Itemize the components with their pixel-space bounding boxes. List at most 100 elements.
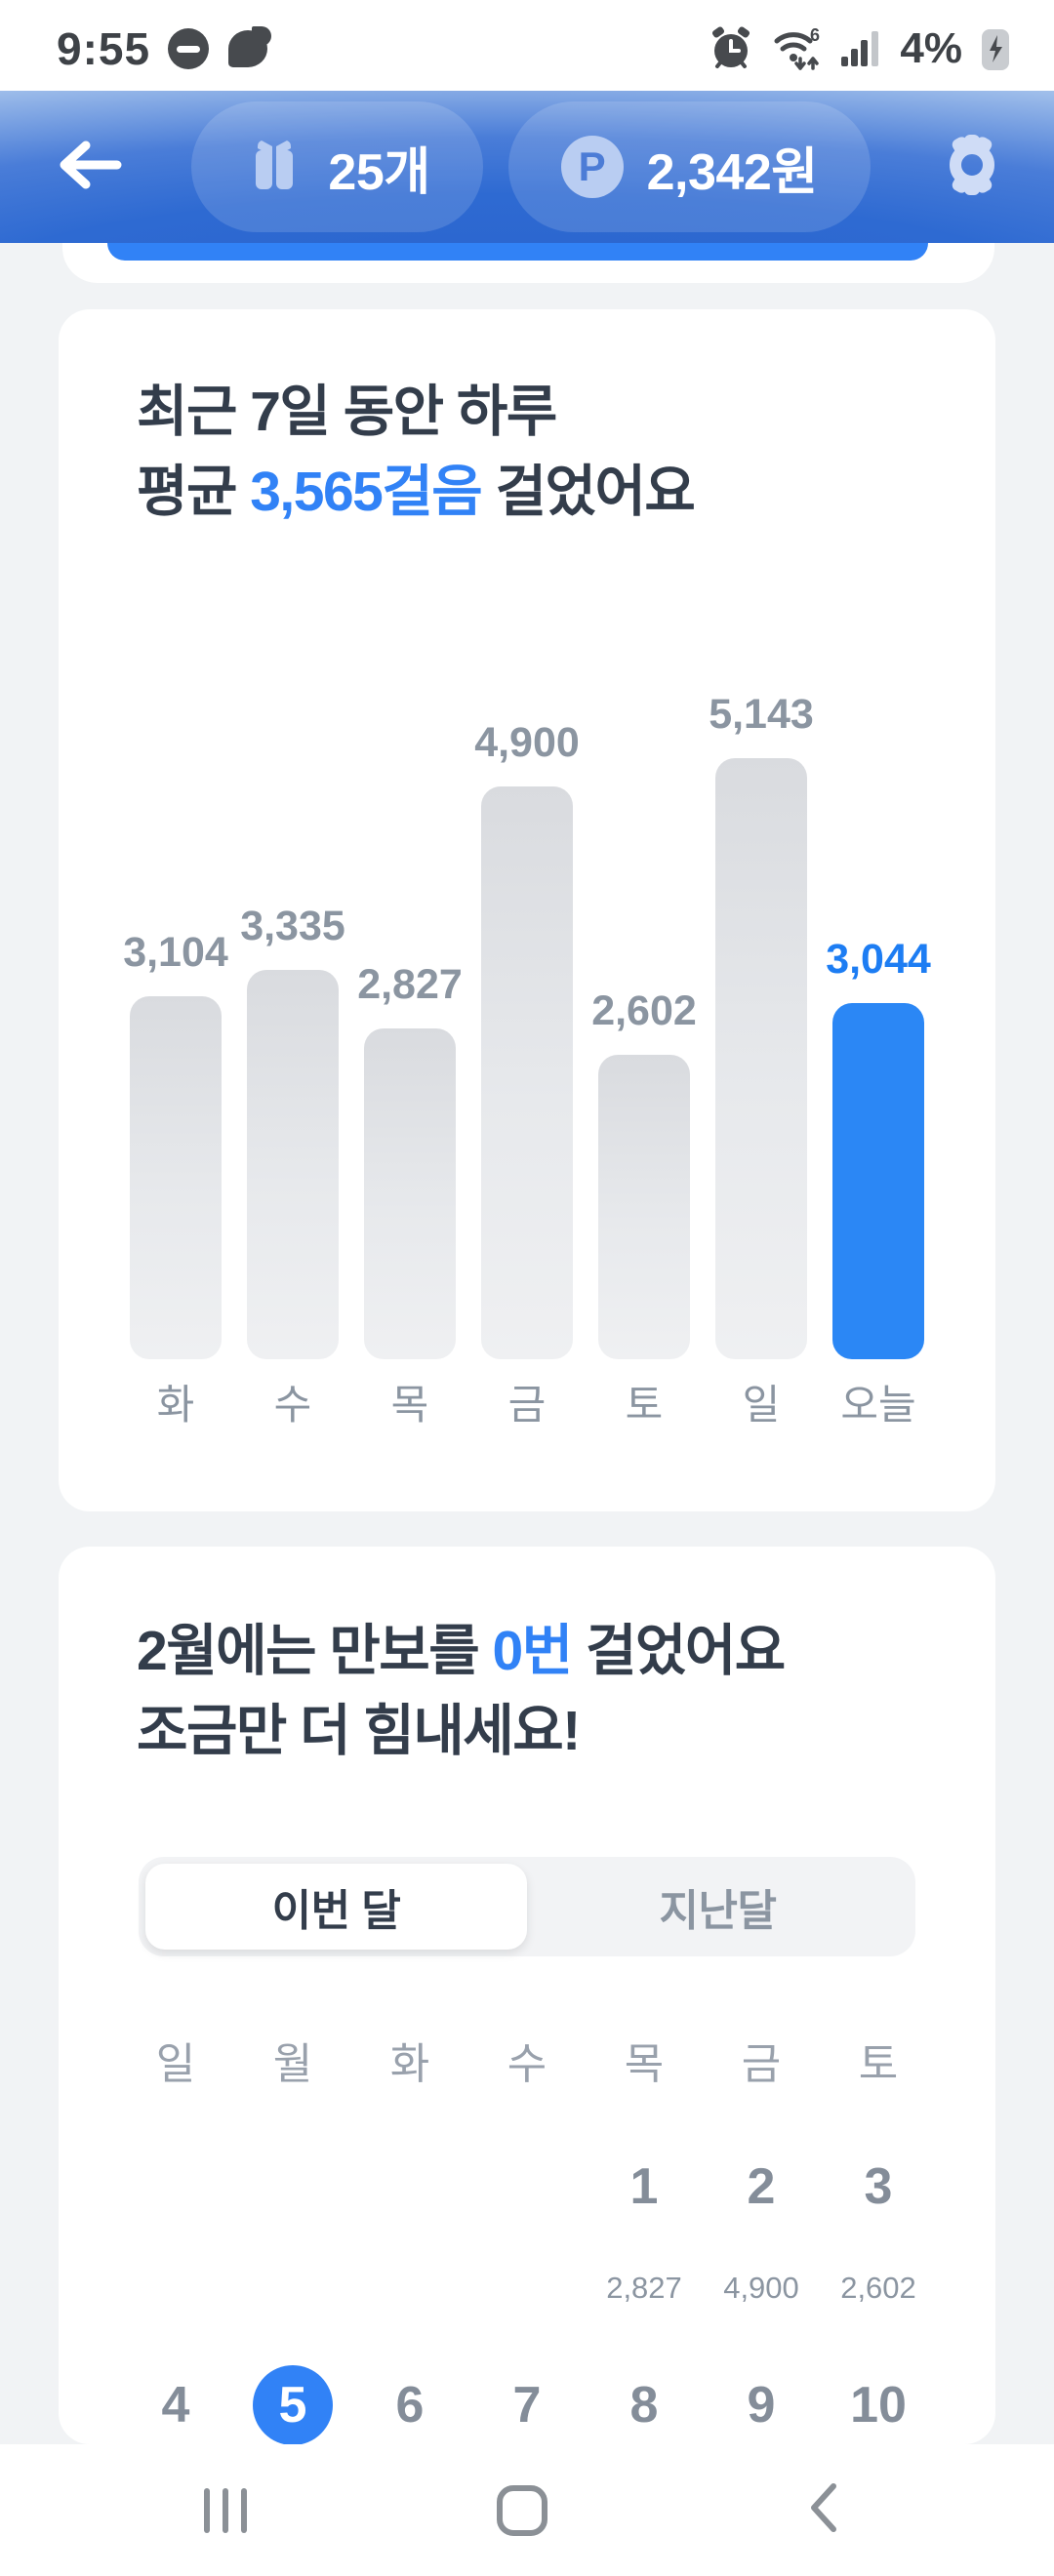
weekday-label: 월 bbox=[272, 2040, 313, 2088]
chart-day-label: 토 bbox=[625, 1382, 664, 1428]
weekly-bar-chart: 3,104 3,335 2,827 4,900 2,602 5,143 3,044 bbox=[117, 674, 937, 1359]
chart-column: 2,602 bbox=[586, 674, 703, 1359]
bar-value-label: 3,044 bbox=[826, 936, 931, 983]
calendar-steps-value bbox=[468, 2265, 586, 2312]
previous-card-bottom bbox=[62, 241, 994, 283]
bar bbox=[598, 1055, 690, 1359]
points-label: 2,342원 bbox=[646, 143, 818, 201]
chart-column: 3,044 bbox=[820, 674, 937, 1359]
chart-column: 4,900 bbox=[468, 674, 586, 1359]
weekday-label: 금 bbox=[741, 2040, 782, 2088]
calendar-date-cell bbox=[468, 2148, 586, 2226]
svg-text:6: 6 bbox=[810, 25, 820, 45]
bar-value-label: 3,335 bbox=[240, 903, 345, 949]
calendar-date-row: 4 5 6 7 8 9 10 bbox=[117, 2365, 937, 2444]
calendar-date-cell[interactable]: 1 bbox=[629, 2158, 659, 2215]
chart-day-label: 목 bbox=[390, 1382, 429, 1428]
bar-value-label: 5,143 bbox=[709, 691, 814, 738]
status-bar-left: 9:55 bbox=[57, 22, 272, 75]
home-icon bbox=[497, 2484, 547, 2536]
status-bar: 9:55 6 bbox=[0, 0, 1054, 91]
calendar-date-cell[interactable]: 9 bbox=[747, 2377, 776, 2434]
signal-icon bbox=[839, 27, 882, 70]
monthly-title-line2: 조금만 더 힘내세요! bbox=[137, 1700, 581, 1762]
calendar-steps-value bbox=[234, 2265, 351, 2312]
bottom-nav-bar bbox=[0, 2444, 1054, 2576]
bar-value-label: 3,104 bbox=[123, 929, 228, 976]
gift-count-pill[interactable]: 25개 bbox=[191, 101, 483, 232]
calendar-body: 1 2 3 2,827 4,900 2,602 4 5 6 7 8 9 10 bbox=[117, 2148, 937, 2444]
monthly-title-line1: 2월에는 만보를 0번 걸었어요 bbox=[137, 1620, 786, 1682]
monthly-card-title: 2월에는 만보를 0번 걸었어요 조금만 더 힘내세요! bbox=[117, 1611, 937, 1771]
chart-day-labels: 화 수 목 금 토 일 오늘 bbox=[117, 1375, 937, 1435]
calendar-steps-value bbox=[351, 2265, 468, 2312]
back-button[interactable] bbox=[51, 128, 129, 206]
calendar-date-cell[interactable]: 10 bbox=[850, 2377, 907, 2434]
weekly-card-title: 최근 7일 동안 하루 평균 3,565걸음 걸었어요 bbox=[117, 372, 937, 532]
chart-day-label: 오늘 bbox=[840, 1382, 916, 1428]
tab-this-month[interactable]: 이번 달 bbox=[145, 1864, 527, 1950]
status-bar-right: 6 4% bbox=[709, 24, 1011, 73]
chart-day-label: 금 bbox=[507, 1382, 547, 1428]
calendar-steps-value: 2,602 bbox=[840, 2271, 916, 2305]
month-tabs: 이번 달 지난달 bbox=[139, 1857, 915, 1956]
calendar-date-cell[interactable]: 2 bbox=[747, 2158, 776, 2215]
chart-day-label: 화 bbox=[156, 1382, 195, 1428]
calendar-date-cell[interactable]: 6 bbox=[395, 2377, 425, 2434]
android-back-button[interactable] bbox=[746, 2444, 902, 2576]
chart-column: 5,143 bbox=[703, 674, 820, 1359]
tab-last-month[interactable]: 지난달 bbox=[659, 1887, 777, 1935]
home-button[interactable] bbox=[444, 2444, 600, 2576]
chart-column: 3,104 bbox=[117, 674, 234, 1359]
weekday-label: 화 bbox=[389, 2040, 430, 2088]
bar-value-label: 2,602 bbox=[591, 987, 697, 1034]
calendar-date-cell[interactable]: 7 bbox=[512, 2377, 542, 2434]
calendar-date-row: 1 2 3 bbox=[117, 2148, 937, 2226]
points-pill[interactable]: P 2,342원 bbox=[507, 101, 871, 232]
clock-text: 9:55 bbox=[57, 22, 151, 74]
recents-button[interactable] bbox=[147, 2444, 304, 2576]
gift-icon bbox=[244, 135, 304, 200]
do-not-disturb-icon bbox=[168, 27, 210, 69]
weekday-label: 수 bbox=[507, 2040, 547, 2088]
settings-button[interactable] bbox=[933, 128, 1011, 206]
weekday-label: 목 bbox=[624, 2040, 665, 2088]
wifi6-icon: 6 bbox=[771, 25, 822, 72]
manbo-count-accent: 0번 bbox=[492, 1620, 574, 1682]
chart-column: 2,827 bbox=[351, 674, 468, 1359]
weekday-label: 일 bbox=[155, 2040, 196, 2088]
bar bbox=[130, 996, 222, 1359]
weekly-title-line2: 평균 3,565걸음 걸었어요 bbox=[137, 461, 696, 523]
calendar-date-cell bbox=[351, 2148, 468, 2226]
chat-bubble-icon bbox=[226, 25, 272, 69]
calendar-steps-value: 2,827 bbox=[606, 2271, 682, 2305]
gear-icon bbox=[940, 133, 1004, 202]
calendar-date-cell[interactable]: 3 bbox=[864, 2158, 893, 2215]
weekly-title-line1: 최근 7일 동안 하루 bbox=[137, 381, 557, 443]
bar-today bbox=[832, 1003, 924, 1359]
chart-day-label: 수 bbox=[273, 1382, 312, 1428]
weekly-steps-card: 최근 7일 동안 하루 평균 3,565걸음 걸었어요 3,104 3,335 2,… bbox=[59, 309, 995, 1511]
calendar-date-cell[interactable]: 5 bbox=[234, 2365, 351, 2444]
battery-charging-icon bbox=[980, 25, 1011, 72]
point-p-icon: P bbox=[560, 136, 624, 198]
weekday-label: 토 bbox=[858, 2040, 899, 2088]
bar-value-label: 2,827 bbox=[357, 961, 463, 1008]
calendar-steps-row: 2,827 4,900 2,602 bbox=[117, 2265, 937, 2312]
calendar-steps-value bbox=[117, 2265, 234, 2312]
calendar-date-cell[interactable]: 8 bbox=[629, 2377, 659, 2434]
bar bbox=[364, 1028, 456, 1359]
calendar-date-cell bbox=[234, 2148, 351, 2226]
calendar-date-cell[interactable]: 4 bbox=[161, 2377, 190, 2434]
previous-card-blue-button[interactable] bbox=[107, 241, 928, 261]
back-arrow-icon bbox=[53, 136, 127, 199]
android-back-icon bbox=[806, 2480, 841, 2540]
bar bbox=[481, 786, 573, 1359]
monthly-card: 2월에는 만보를 0번 걸었어요 조금만 더 힘내세요! 이번 달 지난달 일 월 화… bbox=[59, 1547, 995, 2444]
header-pills: 25개 P 2,342원 bbox=[129, 101, 933, 232]
average-steps-accent: 3,565걸음 bbox=[250, 461, 483, 523]
selected-date-circle: 5 bbox=[253, 2365, 333, 2444]
recents-icon bbox=[204, 2487, 247, 2533]
calendar-date-cell bbox=[117, 2148, 234, 2226]
